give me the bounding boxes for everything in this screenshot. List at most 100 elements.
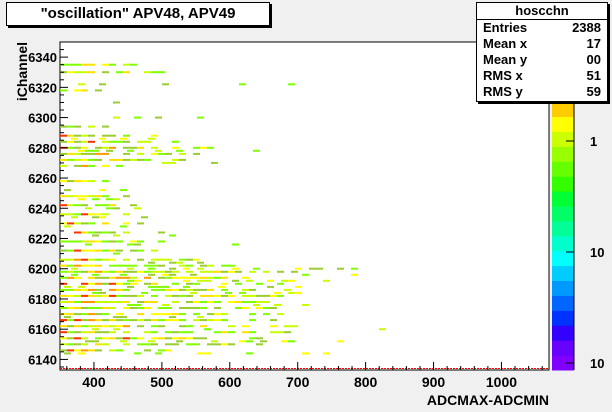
- heatmap-cell: [323, 279, 330, 282]
- heatmap-cell: [158, 325, 165, 328]
- heatmap-cell: [88, 140, 95, 143]
- heatmap-cell: [109, 240, 116, 243]
- heatmap-cell: [495, 368, 497, 369]
- heatmap-cell: [197, 116, 204, 119]
- heatmap-cell: [88, 71, 95, 74]
- heatmap-cell: [330, 368, 332, 369]
- heatmap-cell: [88, 231, 95, 234]
- heatmap-cell: [67, 331, 74, 334]
- heatmap-cell: [177, 368, 179, 369]
- heatmap-cell: [127, 149, 134, 152]
- heatmap-cell: [193, 288, 200, 291]
- heatmap-cell: [151, 152, 158, 155]
- heatmap-cell: [525, 368, 527, 369]
- heatmap-cell: [99, 137, 106, 140]
- heatmap-cell: [116, 282, 123, 285]
- heatmap-cell: [105, 368, 107, 369]
- heatmap-cell: [172, 288, 179, 291]
- heatmap-cell: [333, 368, 335, 369]
- heatmap-cell: [231, 368, 233, 369]
- heatmap-cell: [134, 304, 141, 306]
- heatmap-cell: [228, 270, 235, 273]
- colorbar-tick-label: 10: [590, 245, 604, 260]
- heatmap-cell: [60, 294, 67, 297]
- heatmap-cell: [60, 270, 67, 273]
- heatmap-cell: [81, 146, 88, 149]
- heatmap-cell: [417, 368, 419, 369]
- heatmap-cell: [462, 368, 464, 369]
- heatmap-cell: [172, 294, 179, 297]
- heatmap-cell: [221, 294, 228, 297]
- heatmap-cell: [67, 313, 74, 316]
- heatmap-cell: [102, 319, 109, 322]
- heatmap-cell: [232, 279, 239, 282]
- plot-frame: [59, 41, 550, 371]
- heatmap-cell: [106, 149, 113, 152]
- heatmap-cell: [255, 368, 257, 369]
- heatmap-cell: [88, 264, 95, 267]
- heatmap-cell: [74, 313, 81, 316]
- heatmap-cell: [158, 276, 165, 279]
- heatmap-cell: [402, 368, 404, 369]
- heatmap-cell: [274, 291, 281, 294]
- heatmap-cell: [74, 204, 81, 207]
- colorbar-segment: [552, 206, 574, 222]
- heatmap-cell: [197, 267, 204, 270]
- heatmap-cell: [214, 301, 221, 303]
- heatmap-cell: [221, 313, 228, 316]
- heatmap-cell: [207, 368, 209, 369]
- heatmap-cell: [123, 368, 125, 369]
- heatmap-cell: [81, 288, 88, 291]
- heatmap-cell: [137, 337, 144, 340]
- heatmap-cell: [144, 349, 151, 352]
- heatmap-cell: [81, 240, 88, 243]
- heatmap-cell: [190, 273, 197, 276]
- heatmap-cell: [116, 276, 123, 279]
- heatmap-cell: [165, 152, 172, 155]
- heatmap-cell: [67, 134, 74, 137]
- heatmap-cell: [109, 249, 116, 252]
- heatmap-cell: [123, 71, 130, 74]
- heatmap-cell: [88, 294, 95, 297]
- heatmap-cell: [95, 240, 102, 243]
- stats-value: 51: [586, 68, 601, 83]
- heatmap-cell: [288, 368, 290, 369]
- heatmap-cell: [74, 180, 81, 183]
- heatmap-cell: [60, 276, 67, 279]
- heatmap-cell: [74, 337, 81, 340]
- heatmap-cell: [165, 276, 172, 279]
- heatmap-cell: [193, 307, 200, 309]
- heatmap-cell: [88, 180, 95, 183]
- heatmap-cell: [169, 273, 176, 276]
- heatmap-cell: [207, 276, 214, 279]
- heatmap-cell: [237, 368, 239, 369]
- heatmap-cell: [60, 307, 67, 309]
- heatmap-cell: [60, 337, 67, 340]
- heatmap-cell: [186, 282, 193, 285]
- heatmap-cell: [228, 294, 235, 297]
- heatmap-cell: [95, 264, 102, 267]
- heatmap-cell: [158, 319, 165, 322]
- heatmap-cell: [67, 195, 74, 198]
- colorbar-segment: [552, 116, 574, 132]
- heatmap-cell: [74, 307, 81, 309]
- heatmap-cell: [109, 270, 116, 273]
- heatmap-cell: [60, 140, 67, 143]
- heatmap-cell: [60, 152, 67, 155]
- heatmap-cell: [281, 340, 288, 343]
- heatmap-cell: [309, 368, 311, 369]
- heatmap-cell: [288, 291, 295, 294]
- heatmap-cell: [267, 368, 269, 369]
- colorbar-segment: [552, 250, 574, 267]
- heatmap-cell: [113, 207, 120, 210]
- heatmap-cell: [137, 146, 144, 149]
- heatmap-cell: [242, 331, 249, 334]
- chart-title: "oscillation" APV48, APV49: [6, 2, 270, 26]
- heatmap-cell: [130, 276, 137, 279]
- heatmap-cell: [60, 213, 67, 216]
- heatmap-cell: [372, 368, 374, 369]
- heatmap-cell: [235, 270, 242, 273]
- heatmap-cell: [162, 368, 164, 369]
- heatmap-cell: [151, 331, 158, 334]
- heatmap-cell: [85, 149, 92, 152]
